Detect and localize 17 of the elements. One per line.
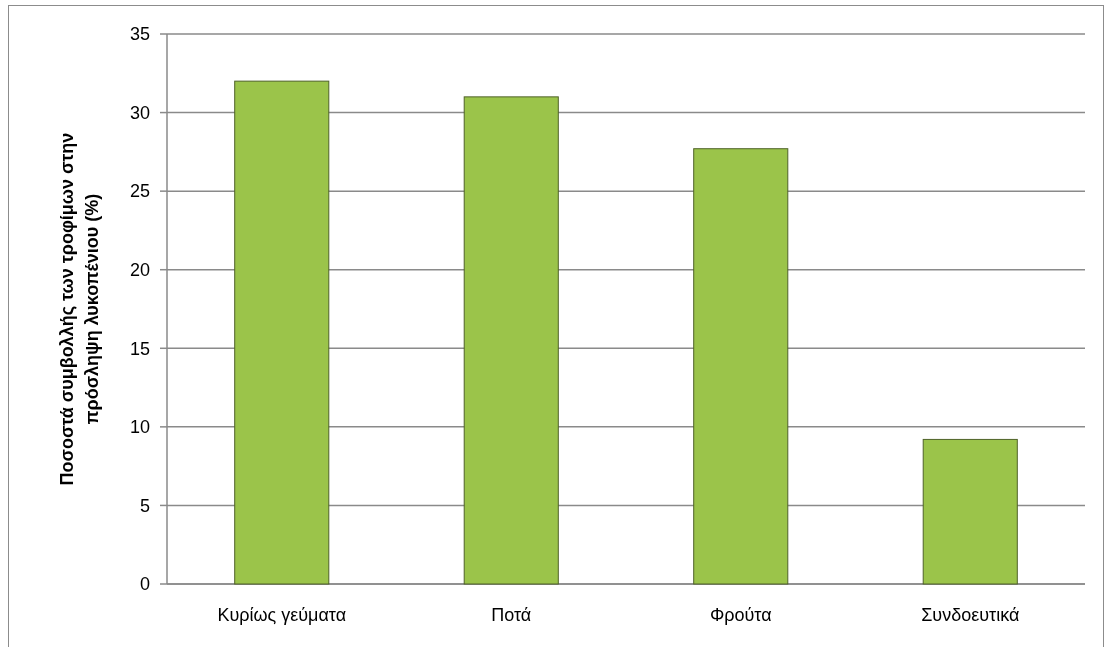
x-tick-label: Συνδοευτικά — [921, 605, 1020, 626]
y-axis-title: Ποσοστά συμβολλής των τροφίμων στην πρόσληψη λυκοπένιου (%) — [57, 132, 103, 486]
y-tick-label: 20 — [129, 260, 150, 281]
y-tick-label: 35 — [129, 24, 150, 45]
bar — [463, 96, 559, 585]
bar — [922, 438, 1018, 585]
y-tick-label: 5 — [139, 495, 150, 516]
y-tick-label: 15 — [129, 338, 150, 359]
y-tick-label: 30 — [129, 102, 150, 123]
bar — [234, 80, 330, 585]
x-tick-label: Φρούτα — [709, 605, 772, 626]
y-tick-label: 25 — [129, 181, 150, 202]
y-tick-label: 10 — [129, 417, 150, 438]
y-tick-label: 0 — [139, 574, 150, 595]
x-tick-label: Κυρίως γεύματα — [217, 605, 347, 626]
x-tick-label: Ποτά — [491, 605, 532, 626]
bar — [693, 148, 789, 585]
